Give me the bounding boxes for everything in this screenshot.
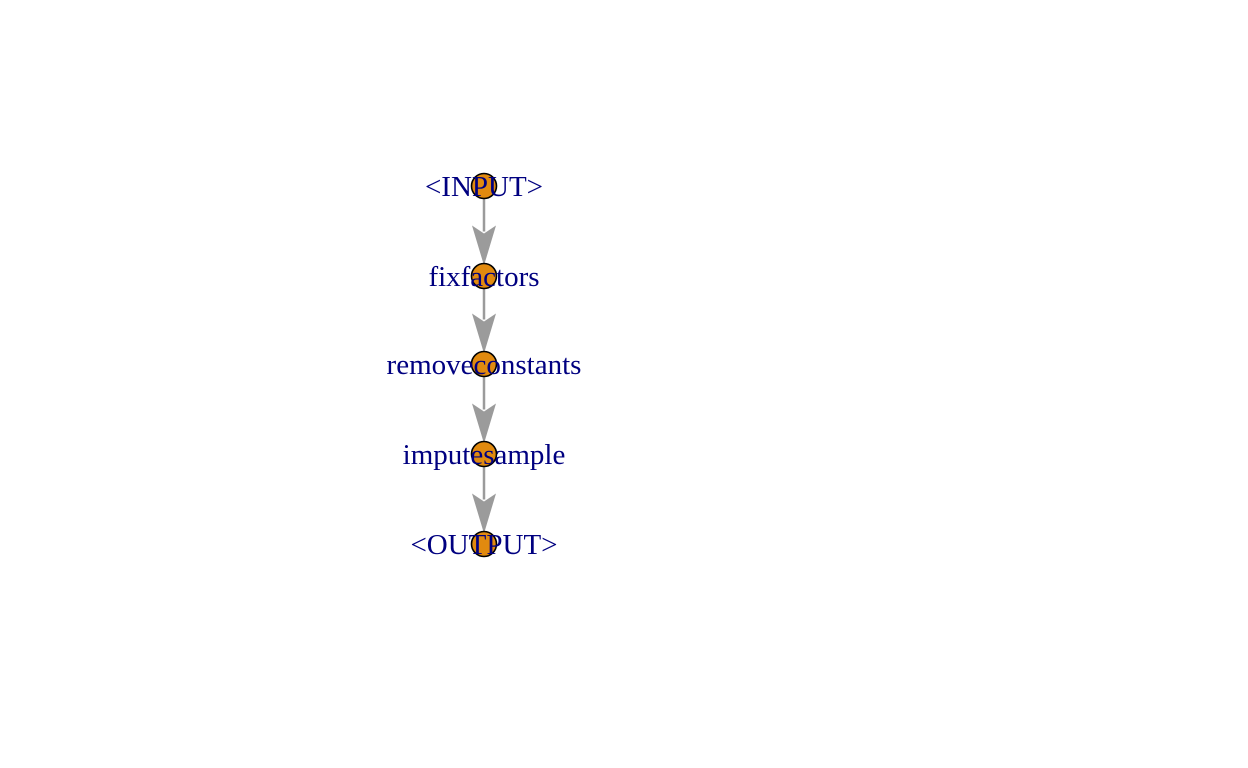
node-label-output: <OUTPUT> [410, 529, 557, 561]
arrowhead [472, 313, 496, 354]
arrowhead [472, 493, 496, 534]
edges [472, 198, 496, 534]
node-label-imputesample: imputesample [403, 439, 566, 471]
node-input [470, 172, 498, 200]
node-removeconstants [470, 350, 498, 378]
node-label-removeconstants: removeconstants [387, 349, 582, 381]
node-fixfactors [470, 262, 498, 290]
node-label-input: <INPUT> [425, 171, 543, 203]
nodes [470, 172, 498, 558]
edge-input-to-fixfactors [472, 198, 496, 266]
edge-fixfactors-to-removeconstants [472, 288, 496, 354]
node-labels: <INPUT> fixfactors removeconstants imputesa… [387, 171, 582, 561]
arrowhead [472, 225, 496, 266]
node-output [470, 530, 498, 558]
arrowhead [472, 403, 496, 444]
edge-imputesample-to-output [472, 466, 496, 534]
node-label-fixfactors: fixfactors [428, 261, 539, 293]
edge-removeconstants-to-imputesample [472, 376, 496, 444]
node-imputesample [470, 440, 498, 468]
